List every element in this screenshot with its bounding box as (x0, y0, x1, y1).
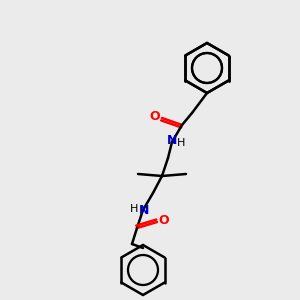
Text: N: N (139, 205, 149, 218)
Text: N: N (167, 134, 177, 148)
Text: O: O (150, 110, 160, 124)
Text: H: H (130, 204, 138, 214)
Text: O: O (159, 214, 169, 227)
Text: H: H (177, 138, 185, 148)
